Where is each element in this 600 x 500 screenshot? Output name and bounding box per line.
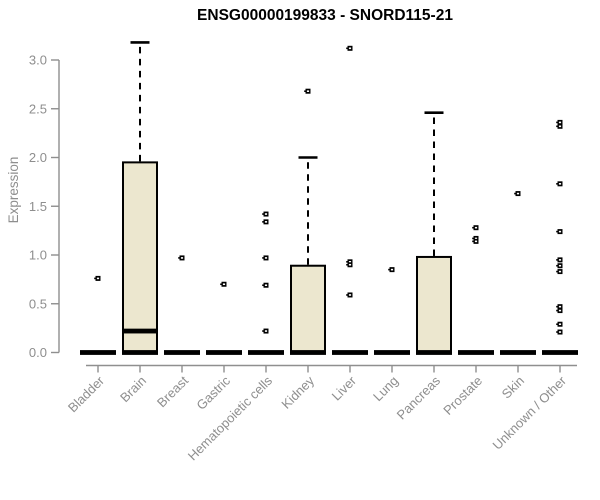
outlier-point (472, 238, 479, 244)
outlier-point (556, 304, 563, 310)
boxplot-hematopoietic-cells (248, 211, 284, 355)
outlier-point (556, 119, 563, 125)
outlier-point (472, 225, 479, 231)
boxplot-lung (374, 267, 410, 355)
outlier-point (556, 181, 563, 187)
boxplot-brain (122, 41, 158, 355)
y-tick-label: 0.0 (29, 345, 47, 360)
outlier-point (556, 123, 563, 129)
y-tick-label: 0.5 (29, 296, 47, 311)
flat-box (206, 350, 242, 355)
flat-box (374, 350, 410, 355)
flat-box (458, 350, 494, 355)
outlier-point (262, 328, 269, 334)
outlier-point (556, 321, 563, 327)
x-tick-label: Pancreas (394, 373, 444, 423)
boxplot-unknown-other (542, 119, 578, 355)
flat-box (248, 350, 284, 355)
y-tick-label: 2.5 (29, 101, 47, 116)
lower-bar (416, 350, 452, 355)
outlier-point (220, 281, 227, 287)
flat-box (164, 350, 200, 355)
median-line (123, 328, 157, 334)
outlier-point (262, 211, 269, 217)
outlier-point (262, 282, 269, 288)
outlier-point (262, 219, 269, 225)
flat-box (80, 350, 116, 355)
chart-title: ENSG00000199833 - SNORD115-21 (197, 7, 453, 24)
y-tick-label: 2.0 (29, 150, 47, 165)
x-tick-label: Brain (117, 373, 149, 405)
outlier-point (556, 263, 563, 269)
x-tick-label: Kidney (278, 373, 317, 412)
x-tick-label: Gastric (193, 373, 233, 413)
y-tick-label: 3.0 (29, 53, 47, 68)
boxplot-pancreas (416, 111, 452, 355)
outlier-point (304, 88, 311, 94)
outlier-point (346, 262, 353, 268)
boxplot-kidney (290, 88, 326, 355)
outlier-point (262, 255, 269, 261)
x-tick-label: Liver (329, 373, 360, 404)
outlier-point (388, 267, 395, 273)
y-tick-label: 1.5 (29, 199, 47, 214)
box-rect (122, 161, 158, 354)
outlier-point (556, 329, 563, 335)
outlier-point (346, 45, 353, 51)
outlier-point (94, 275, 101, 281)
flat-box (500, 350, 536, 355)
boxplot-liver (332, 45, 368, 355)
x-tick-label: Skin (499, 373, 527, 401)
outlier-point (556, 308, 563, 314)
flat-box (332, 350, 368, 355)
flat-box (542, 350, 578, 355)
x-tick-label: Prostate (440, 373, 485, 418)
x-tick-label: Lung (370, 373, 401, 404)
x-tick-label: Bladder (65, 373, 108, 416)
box-rect (290, 264, 326, 354)
outlier-point (472, 235, 479, 241)
boxplot-bladder (80, 275, 116, 355)
outlier-point (178, 255, 185, 261)
lower-bar (122, 350, 158, 355)
y-tick-label: 1.0 (29, 248, 47, 263)
outlier-point (346, 259, 353, 265)
boxplot-skin (500, 191, 536, 355)
outlier-point (514, 191, 521, 197)
x-tick-label: Breast (154, 373, 191, 410)
outlier-point (556, 257, 563, 263)
boxplot-prostate (458, 225, 494, 355)
box-rect (416, 255, 452, 354)
outlier-point (346, 292, 353, 298)
boxplot-breast (164, 255, 200, 355)
outlier-point (556, 229, 563, 235)
x-tick-label: Unknown / Other (490, 373, 570, 453)
boxplot-gastric (206, 281, 242, 355)
outlier-point (556, 269, 563, 275)
lower-bar (290, 350, 326, 355)
y-axis: 0.0 0.5 1.0 1.5 2.0 2.5 3.0 (29, 53, 60, 360)
